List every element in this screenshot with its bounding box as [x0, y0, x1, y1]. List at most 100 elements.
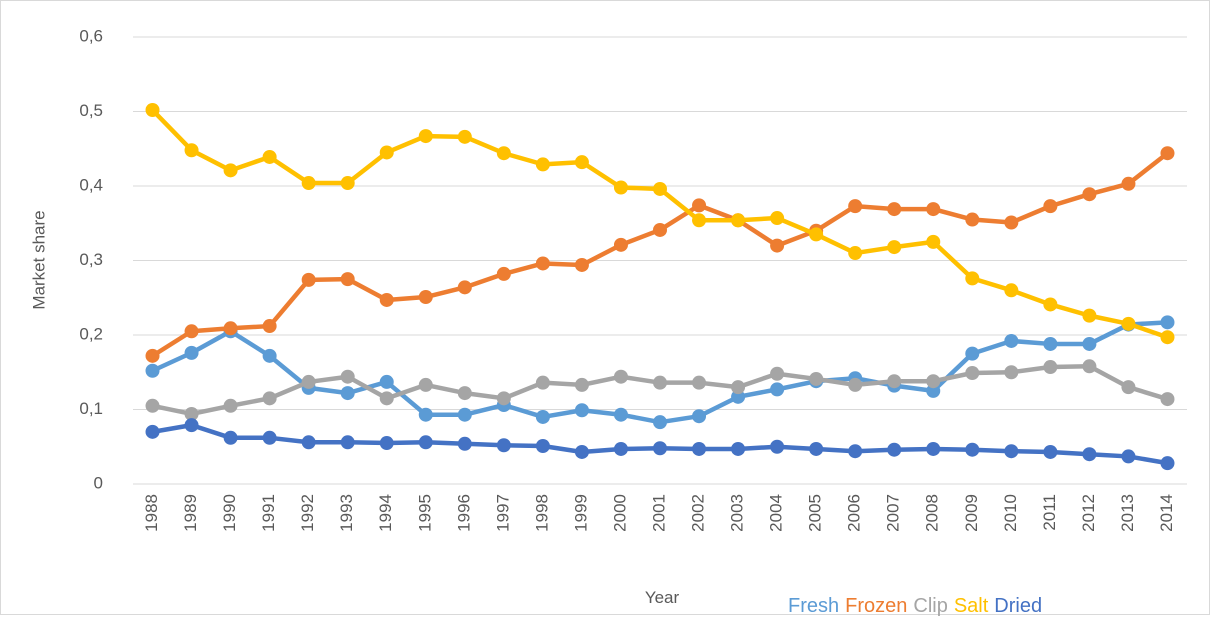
point-marker	[418, 435, 433, 450]
point-marker	[535, 157, 550, 172]
point-marker	[340, 272, 355, 287]
point-marker	[418, 129, 433, 144]
point-marker	[770, 439, 785, 454]
y-tick-label: 0,2	[79, 324, 103, 343]
point-marker	[145, 363, 160, 378]
point-marker	[1160, 315, 1175, 330]
point-marker	[223, 430, 238, 445]
point-marker	[262, 149, 277, 164]
point-marker	[379, 436, 394, 451]
legend-entry: Clip	[913, 595, 947, 617]
point-marker	[145, 424, 160, 439]
point-marker	[809, 441, 824, 456]
y-tick-label: 0,3	[79, 250, 103, 269]
point-marker	[1160, 456, 1175, 471]
point-marker	[379, 145, 394, 160]
point-marker	[1004, 215, 1019, 230]
point-marker	[1121, 449, 1136, 464]
point-marker	[770, 382, 785, 397]
point-marker	[848, 377, 863, 392]
point-marker	[1043, 199, 1058, 214]
point-marker	[1121, 316, 1136, 331]
point-marker	[223, 163, 238, 178]
point-marker	[1004, 333, 1019, 348]
x-tick-label: 2006	[845, 494, 864, 532]
x-tick-label: 1994	[376, 494, 395, 532]
y-tick-label: 0,6	[79, 26, 103, 45]
point-marker	[965, 346, 980, 361]
point-marker	[340, 176, 355, 191]
point-marker	[418, 407, 433, 422]
point-marker	[731, 213, 746, 228]
x-tick-label: 2010	[1001, 494, 1020, 532]
point-marker	[301, 176, 316, 191]
point-marker	[926, 202, 941, 217]
point-marker	[848, 246, 863, 261]
x-tick-label: 2003	[728, 494, 747, 532]
x-tick-label: 1988	[142, 494, 161, 532]
x-tick-label: 1999	[571, 494, 590, 532]
x-tick-label: 2014	[1157, 494, 1176, 532]
point-marker	[965, 365, 980, 380]
y-axis-label: Market share	[29, 210, 48, 309]
x-axis-label: Year	[645, 588, 680, 607]
point-marker	[965, 442, 980, 457]
point-marker	[887, 442, 902, 457]
x-tick-label: 2011	[1040, 494, 1059, 531]
point-marker	[574, 444, 589, 459]
point-marker	[1082, 336, 1097, 351]
point-marker	[1082, 187, 1097, 202]
point-marker	[809, 227, 824, 242]
point-marker	[496, 391, 511, 406]
point-marker	[379, 292, 394, 307]
point-marker	[457, 129, 472, 144]
legend-entry: Salt	[954, 595, 989, 617]
x-tick-label: 2001	[649, 494, 668, 532]
point-marker	[887, 374, 902, 389]
point-marker	[184, 406, 199, 421]
point-marker	[496, 266, 511, 281]
point-marker	[731, 389, 746, 404]
point-marker	[770, 366, 785, 381]
x-tick-label: 2013	[1118, 494, 1137, 532]
point-marker	[574, 257, 589, 272]
x-tick-label: 2012	[1079, 494, 1098, 532]
point-marker	[848, 444, 863, 459]
point-marker	[535, 375, 550, 390]
point-marker	[1082, 359, 1097, 374]
point-marker	[535, 439, 550, 454]
y-tick-label: 0,4	[79, 175, 103, 194]
x-tick-label: 2005	[806, 494, 825, 532]
point-marker	[418, 377, 433, 392]
point-marker	[145, 103, 160, 118]
x-tick-label: 1989	[181, 494, 200, 532]
point-marker	[770, 211, 785, 226]
x-tick-label: 2008	[923, 494, 942, 532]
x-tick-label: 2004	[767, 494, 786, 532]
point-marker	[223, 321, 238, 336]
point-marker	[301, 435, 316, 450]
point-marker	[653, 375, 667, 390]
point-marker	[145, 398, 160, 413]
point-marker	[184, 345, 199, 360]
point-marker	[1004, 365, 1019, 380]
point-marker	[1004, 444, 1019, 459]
point-marker	[965, 271, 980, 286]
point-marker	[653, 415, 667, 430]
point-marker	[692, 375, 707, 390]
point-marker	[1082, 447, 1097, 462]
legend-entry: Fresh	[788, 595, 839, 617]
point-marker	[418, 290, 433, 305]
point-marker	[145, 348, 160, 363]
point-marker	[926, 441, 941, 456]
point-marker	[653, 441, 667, 456]
x-tick-label: 2009	[962, 494, 981, 532]
x-tick-label: 1996	[454, 494, 473, 532]
point-marker	[574, 377, 589, 392]
point-marker	[1160, 330, 1175, 345]
point-marker	[496, 146, 511, 161]
point-marker	[379, 374, 394, 389]
point-marker	[692, 198, 707, 213]
